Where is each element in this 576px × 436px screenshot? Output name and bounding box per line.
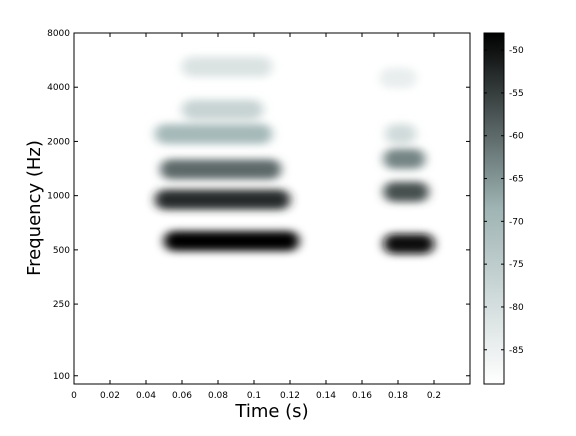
y-tick-label: 8000 bbox=[47, 29, 70, 39]
formant-band bbox=[182, 99, 263, 120]
formant-band bbox=[380, 68, 416, 89]
colorbar-tick-label: -55 bbox=[509, 89, 524, 99]
colorbar-ticks: -50 -55 -60 -65 -70 -75 -80 -85 bbox=[484, 46, 524, 356]
y-tick-label: 4000 bbox=[47, 83, 70, 93]
x-tick-label: 0.16 bbox=[352, 391, 372, 401]
colorbar bbox=[483, 32, 505, 385]
y-tick-label: 1000 bbox=[47, 192, 70, 202]
formant-band bbox=[160, 159, 281, 180]
x-tick-label: 0 bbox=[71, 391, 77, 401]
formant-band bbox=[164, 231, 299, 252]
x-tick-label: 0.02 bbox=[100, 391, 120, 401]
y-tick-label: 250 bbox=[53, 300, 70, 310]
x-tick-label: 0.1 bbox=[247, 391, 261, 401]
y-axis-ticks: 100 250 500 1000 2000 4000 8000 bbox=[47, 29, 470, 382]
x-tick-label: 0.08 bbox=[208, 391, 228, 401]
colorbar-tick-label: -50 bbox=[509, 46, 524, 56]
formant-band bbox=[155, 123, 272, 144]
x-tick-label: 0.18 bbox=[388, 391, 408, 401]
colorbar-tick-label: -60 bbox=[509, 132, 524, 142]
formant-band bbox=[383, 181, 429, 202]
formant-band bbox=[383, 233, 434, 254]
y-tick-label: 2000 bbox=[47, 137, 70, 147]
colorbar-tick-label: -85 bbox=[509, 346, 524, 356]
x-tick-label: 0.14 bbox=[316, 391, 336, 401]
y-tick-label: 500 bbox=[53, 246, 70, 256]
formant-band bbox=[182, 56, 272, 77]
x-axis-label: Time (s) bbox=[234, 401, 308, 422]
formant-band bbox=[383, 148, 425, 169]
colorbar-tick-label: -75 bbox=[509, 260, 524, 270]
x-tick-label: 0.12 bbox=[280, 391, 300, 401]
formant-band bbox=[385, 123, 416, 144]
x-tick-label: 0.2 bbox=[427, 391, 441, 401]
y-axis-label: Frequency (Hz) bbox=[24, 140, 45, 276]
y-tick-label: 100 bbox=[53, 372, 70, 382]
x-axis-ticks: 0 0.02 0.04 0.06 0.08 0.1 0.12 0.14 0.16 0.18 0.2 bbox=[71, 33, 441, 401]
spectrogram-bands bbox=[155, 56, 434, 254]
plot-frame bbox=[73, 32, 471, 385]
formant-band bbox=[155, 189, 290, 210]
colorbar-tick-label: -65 bbox=[509, 175, 524, 185]
x-tick-label: 0.06 bbox=[172, 391, 192, 401]
colorbar-tick-label: -70 bbox=[509, 217, 524, 227]
x-tick-label: 0.04 bbox=[136, 391, 156, 401]
colorbar-tick-label: -80 bbox=[509, 303, 524, 313]
